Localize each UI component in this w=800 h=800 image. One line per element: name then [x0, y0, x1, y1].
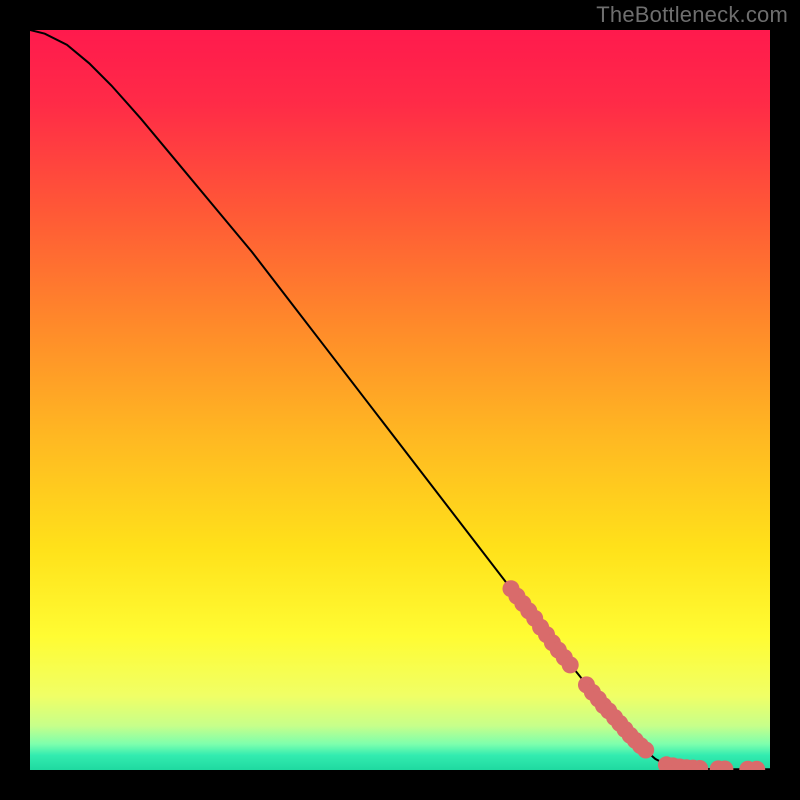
heatmap-background [30, 30, 770, 770]
chart-container: TheBottleneck.com [0, 0, 800, 800]
bottleneck-curve-chart [30, 30, 770, 770]
data-point [562, 656, 579, 673]
data-point [637, 742, 654, 759]
watermark-text: TheBottleneck.com [596, 2, 788, 28]
plot-area [30, 30, 770, 770]
